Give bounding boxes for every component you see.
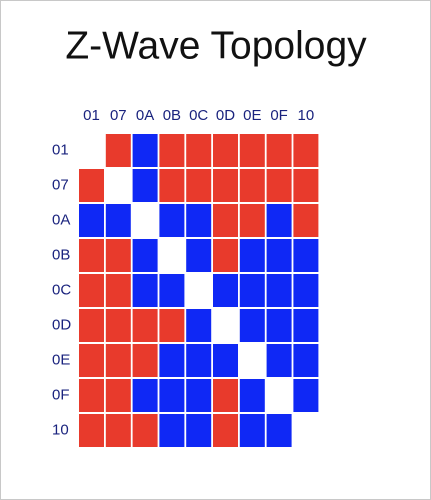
link-cell: [79, 414, 104, 447]
link-cell: [293, 379, 319, 412]
link-cell: [79, 169, 104, 202]
link-cell: [293, 239, 319, 272]
row-label: 0A: [52, 211, 70, 228]
link-cell: [132, 169, 158, 202]
link-cell: [159, 169, 185, 202]
link-cell: [132, 344, 158, 377]
link-cell: [239, 414, 265, 447]
link-cell: [159, 309, 185, 342]
link-cell: [266, 274, 292, 307]
link-cell: [239, 274, 265, 307]
link-cell: [132, 239, 158, 272]
link-cell: [186, 169, 212, 202]
link-cell: [239, 204, 265, 237]
link-cell: [132, 379, 158, 412]
link-cell: [132, 309, 158, 342]
row-label: 0B: [52, 246, 70, 263]
link-cell: [186, 239, 212, 272]
link-cell: [79, 309, 104, 342]
link-cell: [159, 379, 185, 412]
column-label: 0B: [163, 107, 181, 124]
link-cell: [186, 134, 212, 167]
link-cell: [186, 204, 212, 237]
link-cell: [159, 344, 185, 377]
link-cell: [213, 239, 238, 272]
column-label: 0A: [136, 107, 154, 124]
link-cell: [186, 379, 212, 412]
link-cell: [105, 309, 131, 342]
link-cell: [239, 134, 265, 167]
link-cell: [105, 274, 131, 307]
column-label: 0D: [216, 107, 235, 124]
link-cell: [266, 414, 292, 447]
link-cell: [213, 274, 238, 307]
link-cell: [239, 239, 265, 272]
link-cell: [239, 379, 265, 412]
row-label: 0F: [52, 386, 70, 403]
link-cell: [266, 309, 292, 342]
link-cell: [159, 414, 185, 447]
link-cell: [186, 414, 212, 447]
link-cell: [239, 169, 265, 202]
link-cell: [266, 239, 292, 272]
row-label: 0E: [52, 351, 70, 368]
link-cell: [213, 204, 238, 237]
link-cell: [293, 134, 319, 167]
link-cell: [79, 344, 104, 377]
title: Z-Wave Topology: [65, 24, 367, 67]
link-cell: [105, 239, 131, 272]
column-label: 01: [83, 107, 100, 124]
link-cell: [132, 134, 158, 167]
link-cell: [79, 274, 104, 307]
link-cell: [159, 134, 185, 167]
link-cell: [159, 274, 185, 307]
row-label: 0D: [52, 316, 71, 333]
row-label: 01: [52, 141, 69, 158]
link-cell: [159, 204, 185, 237]
link-cell: [132, 414, 158, 447]
link-cell: [213, 134, 238, 167]
link-cell: [293, 204, 319, 237]
link-cell: [213, 169, 238, 202]
link-cell: [293, 274, 319, 307]
link-cell: [79, 204, 104, 237]
link-cell: [213, 344, 238, 377]
link-cell: [79, 239, 104, 272]
link-cell: [132, 274, 158, 307]
link-cell: [293, 344, 319, 377]
link-cell: [266, 344, 292, 377]
column-label: 0E: [243, 107, 261, 124]
link-cell: [186, 309, 212, 342]
link-cell: [213, 414, 238, 447]
link-cell: [105, 414, 131, 447]
row-label: 10: [52, 421, 69, 438]
link-cell: [266, 169, 292, 202]
link-cell: [79, 379, 104, 412]
link-cell: [239, 309, 265, 342]
column-label: 0F: [270, 107, 288, 124]
link-cell: [186, 344, 212, 377]
link-cell: [105, 134, 131, 167]
link-cell: [105, 204, 131, 237]
row-label: 0C: [52, 281, 71, 298]
link-cell: [105, 344, 131, 377]
column-label: 0C: [189, 107, 208, 124]
link-cell: [293, 309, 319, 342]
link-cell: [105, 379, 131, 412]
link-cell: [293, 169, 319, 202]
row-label: 07: [52, 176, 69, 193]
link-cell: [266, 204, 292, 237]
column-label: 07: [110, 107, 127, 124]
link-cell: [266, 134, 292, 167]
column-label: 10: [298, 107, 315, 124]
link-cell: [213, 379, 238, 412]
